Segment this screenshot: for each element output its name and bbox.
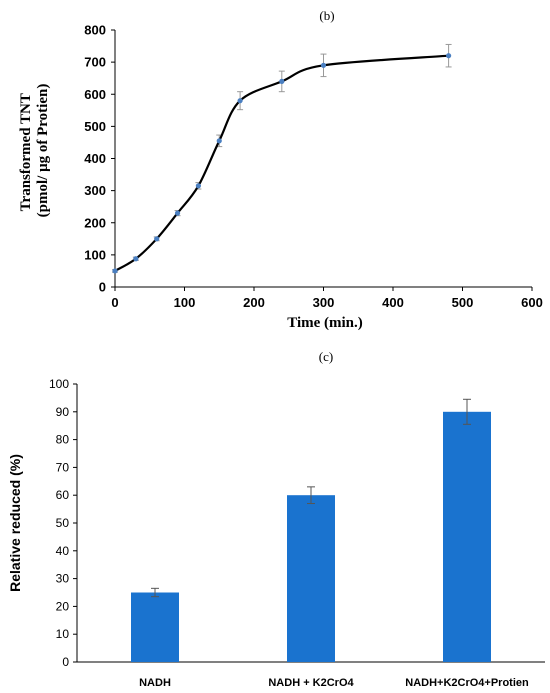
y-tick-label: 0 — [99, 280, 106, 295]
data-point — [279, 78, 285, 84]
y-tick-label: 20 — [56, 599, 70, 613]
category-label: NADH + K2CrO4 — [268, 677, 354, 689]
y-tick-label: 400 — [84, 151, 106, 166]
y-axis-title-line-2: (pmol/ μg of Protien) — [35, 84, 51, 218]
y-tick-label: 100 — [49, 377, 69, 391]
category-label: NADH+K2CrO4+Protien — [405, 677, 529, 689]
line-chart-points — [112, 53, 452, 274]
error-bar — [463, 398, 471, 425]
y-tick-label: 10 — [56, 627, 70, 641]
y-tick-label: 90 — [56, 405, 70, 419]
line-chart-x-axis-title: Time (min.) — [287, 315, 363, 331]
panel-label-c: (c) — [319, 349, 333, 364]
y-tick-label: 80 — [56, 433, 70, 447]
y-tick-label: 100 — [84, 247, 106, 262]
y-tick-label: 60 — [56, 488, 70, 502]
line-chart-panel: (b) 0 100 200 300 400 500 600 700 800 0 100 200 300… — [18, 8, 543, 331]
series-line — [114, 54, 449, 272]
category-label: NADH — [139, 677, 171, 689]
bar-chart-y-ticks: 0 10 20 30 40 50 60 70 80 90 100 — [49, 377, 77, 669]
y-tick-label: 70 — [56, 460, 70, 474]
y-axis-title-line-1: Transformed TNT — [18, 93, 34, 211]
panel-label-b: (b) — [319, 8, 334, 23]
line-chart-y-ticks: 0 100 200 300 400 500 600 700 800 — [84, 23, 115, 295]
data-point — [195, 183, 201, 189]
bar-chart-y-axis-title: Relative reduced (%) — [7, 454, 23, 592]
x-tick-label: 100 — [174, 295, 196, 310]
bar — [443, 411, 491, 662]
data-point — [237, 98, 243, 104]
y-tick-label: 30 — [56, 572, 70, 586]
data-point — [216, 138, 222, 144]
x-tick-label: 400 — [382, 295, 404, 310]
bar — [287, 495, 335, 662]
y-tick-label: 500 — [84, 119, 106, 134]
y-tick-label: 600 — [84, 87, 106, 102]
data-point — [446, 53, 452, 59]
y-tick-label: 200 — [84, 215, 106, 230]
line-chart-x-ticks: 0 100 200 300 400 500 600 — [111, 287, 543, 310]
bar-chart-bars — [131, 411, 491, 662]
y-tick-label: 40 — [56, 544, 70, 558]
error-bar — [307, 486, 315, 505]
error-bar — [151, 587, 159, 598]
bar-chart-panel: (c) 0 10 20 30 40 50 60 70 80 90 100 NADH NADH + K2… — [7, 349, 545, 689]
x-tick-label: 500 — [452, 295, 474, 310]
y-tick-label: 50 — [56, 516, 70, 530]
data-point — [112, 268, 118, 274]
x-tick-label: 200 — [243, 295, 265, 310]
line-chart-y-axis-title: Transformed TNT (pmol/ μg of Protien) — [18, 84, 51, 218]
data-point — [154, 236, 160, 242]
bar-chart-category-labels: NADH NADH + K2CrO4 NADH+K2CrO4+Protien — [139, 677, 529, 689]
y-tick-label: 300 — [84, 183, 106, 198]
data-point — [174, 210, 181, 216]
x-tick-label: 0 — [111, 295, 118, 310]
x-tick-label: 600 — [521, 295, 543, 310]
bar-chart-error-bars — [151, 398, 471, 598]
y-tick-label: 700 — [84, 55, 106, 70]
y-tick-label: 0 — [62, 655, 69, 669]
data-point — [320, 62, 327, 68]
line-chart-error-bars — [112, 43, 452, 273]
data-point — [133, 256, 139, 262]
x-tick-label: 300 — [313, 295, 335, 310]
bar — [131, 592, 179, 662]
y-tick-label: 800 — [84, 23, 106, 38]
